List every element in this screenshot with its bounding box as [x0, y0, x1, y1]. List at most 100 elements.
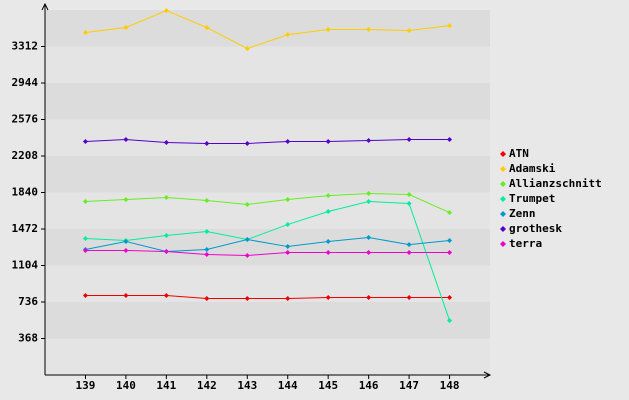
- point: [366, 138, 372, 144]
- legend-marker: [500, 241, 506, 247]
- band: [45, 156, 490, 193]
- point: [285, 32, 291, 38]
- point: [406, 250, 412, 256]
- series-line: [85, 295, 450, 300]
- y-tick-label: 2944: [12, 76, 39, 89]
- legend-label: Trumpet: [509, 192, 555, 205]
- point: [204, 198, 210, 204]
- y-tick-label: 1104: [12, 259, 39, 272]
- y-tick-label: 3312: [12, 40, 39, 53]
- y-axis-arrow: [41, 2, 49, 11]
- point: [204, 228, 210, 234]
- point: [163, 140, 169, 146]
- x-tick-label: 140: [116, 379, 136, 392]
- band: [45, 83, 490, 120]
- point: [204, 141, 210, 147]
- point: [82, 236, 88, 242]
- legend-marker: [500, 151, 506, 157]
- legend-label: ATN: [509, 147, 529, 160]
- y-tick-label: 736: [18, 295, 38, 308]
- point: [285, 250, 291, 256]
- point: [285, 197, 291, 203]
- x-tick-label: 146: [359, 379, 379, 392]
- y-tick-label: 1472: [12, 222, 39, 235]
- x-tick-label: 147: [399, 379, 419, 392]
- legend-label: Allianzschnitt: [509, 177, 602, 190]
- point: [406, 191, 412, 197]
- point: [325, 139, 331, 145]
- x-tick-label: 143: [237, 379, 257, 392]
- point: [163, 195, 169, 201]
- point: [447, 137, 453, 143]
- point: [123, 238, 129, 244]
- point: [366, 235, 372, 241]
- point: [447, 238, 453, 244]
- point: [366, 27, 372, 33]
- point: [163, 8, 169, 14]
- point: [123, 25, 129, 31]
- band: [45, 10, 490, 47]
- series-line: [85, 192, 450, 213]
- point: [204, 247, 210, 253]
- point: [163, 293, 169, 299]
- point: [82, 199, 88, 205]
- x-tick-label: 144: [278, 379, 298, 392]
- point: [366, 295, 372, 301]
- point: [82, 30, 88, 36]
- point: [406, 28, 412, 34]
- point: [325, 27, 331, 33]
- point: [163, 233, 169, 239]
- band: [45, 46, 490, 83]
- point: [204, 251, 210, 257]
- point: [285, 222, 291, 228]
- point: [325, 250, 331, 256]
- point: [244, 237, 250, 243]
- x-tick-label: 148: [440, 379, 460, 392]
- point: [406, 201, 412, 207]
- point: [285, 296, 291, 302]
- point: [325, 209, 331, 215]
- point: [204, 296, 210, 302]
- point: [123, 197, 129, 203]
- y-tick-label: 368: [18, 332, 38, 345]
- band: [45, 338, 490, 375]
- point: [366, 199, 372, 205]
- point: [325, 193, 331, 199]
- point: [366, 250, 372, 256]
- point: [325, 295, 331, 301]
- point: [406, 242, 412, 248]
- point: [447, 295, 453, 301]
- series-line: [85, 237, 450, 253]
- y-tick-label: 2208: [12, 149, 39, 162]
- point: [447, 210, 453, 216]
- legend-label: terra: [509, 237, 542, 250]
- legend-marker: [500, 166, 506, 172]
- point: [447, 318, 453, 324]
- band: [45, 119, 490, 156]
- series-line: [85, 10, 450, 50]
- point: [82, 139, 88, 145]
- point: [406, 137, 412, 143]
- point: [366, 190, 372, 196]
- point: [244, 296, 250, 302]
- point: [325, 238, 331, 244]
- band: [45, 302, 490, 339]
- x-tick-label: 141: [156, 379, 176, 392]
- x-axis-arrow: [483, 371, 492, 379]
- legend-marker: [500, 181, 506, 187]
- legend-label: Adamski: [509, 162, 556, 175]
- point: [82, 248, 88, 254]
- legend-label: grothesk: [509, 222, 562, 235]
- series-line: [85, 250, 450, 256]
- point: [204, 25, 210, 31]
- y-tick-label: 2576: [12, 113, 39, 126]
- legend-marker: [500, 226, 506, 232]
- point: [244, 46, 250, 52]
- point: [447, 23, 453, 29]
- point: [285, 244, 291, 250]
- band: [45, 192, 490, 229]
- x-tick-label: 145: [318, 379, 338, 392]
- point: [406, 295, 412, 301]
- legend-marker: [500, 211, 506, 217]
